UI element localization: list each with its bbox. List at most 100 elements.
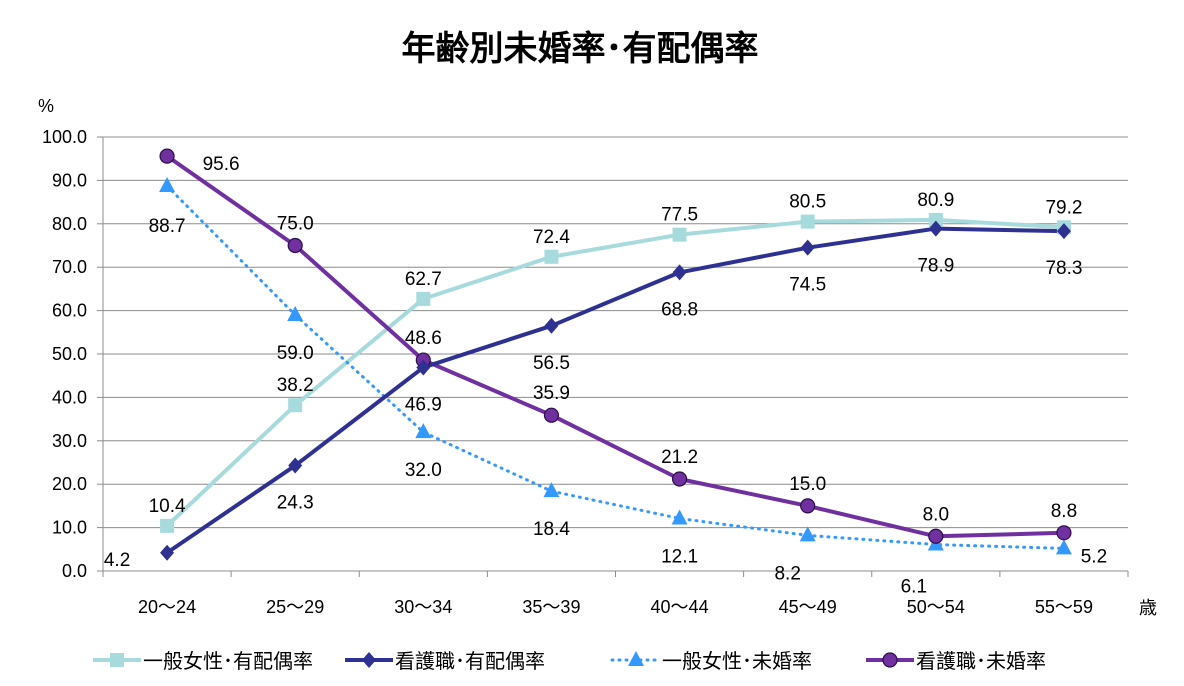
data-point [160, 518, 175, 533]
data-point [416, 359, 431, 376]
x-tick-label: 35〜39 [522, 597, 580, 617]
legend-marker [110, 653, 124, 667]
series-line [165, 217, 1065, 528]
data-label: 79.2 [1045, 197, 1082, 218]
y-tick-label: 80.0 [52, 214, 87, 234]
data-point [671, 471, 688, 487]
y-tick-label: 70.0 [52, 257, 87, 277]
data-label: 35.9 [533, 383, 570, 404]
data-point [544, 317, 559, 334]
data-label: 72.4 [533, 227, 570, 248]
data-point [672, 264, 687, 281]
data-point [416, 291, 431, 306]
data-point [159, 177, 176, 193]
data-label: 95.6 [203, 154, 240, 175]
data-label: 18.4 [533, 519, 570, 540]
data-point [1055, 539, 1072, 555]
legend-marker [628, 651, 644, 666]
data-labels: 10.4 38.2 62.7 72.4 77.5 80.5 80.9 79.2 4.2 24.3 4… [104, 154, 1107, 597]
data-label: 75.0 [277, 214, 314, 235]
x-axis-unit: 歳 [1139, 598, 1157, 618]
y-tick-label: 60.0 [52, 301, 87, 321]
data-label: 74.5 [789, 275, 826, 296]
data-point [928, 212, 943, 227]
data-point [928, 528, 944, 544]
data-point [672, 227, 687, 242]
legend-label: 一般女性･有配偶率 [143, 649, 313, 673]
data-label: 62.7 [405, 269, 442, 290]
x-tick-label: 25〜29 [266, 597, 324, 617]
data-point [287, 305, 304, 321]
x-tick-label: 40〜44 [651, 597, 709, 617]
y-tick-label: 50.0 [52, 344, 87, 364]
gridlines [103, 136, 1128, 529]
y-tick-label: 100.0 [42, 127, 87, 147]
series-line [165, 154, 1064, 539]
legend-label: 一般女性･未婚率 [662, 649, 812, 673]
data-label: 8.2 [774, 563, 800, 584]
data-point [928, 220, 943, 237]
data-point [1056, 223, 1071, 240]
data-point [544, 249, 559, 264]
y-tick-label: 10.0 [52, 518, 87, 538]
x-tick-label: 45〜49 [779, 597, 837, 617]
series-line [165, 184, 1066, 550]
x-tick-label: 50〜54 [907, 597, 965, 617]
data-label: 12.1 [661, 546, 698, 567]
data-label: 68.8 [661, 299, 698, 320]
data-label: 80.5 [789, 192, 826, 213]
data-label: 80.9 [917, 190, 954, 211]
data-label: 32.0 [405, 460, 442, 481]
data-label: 8.8 [1051, 501, 1077, 522]
data-label: 8.0 [923, 504, 949, 525]
data-point [160, 544, 175, 561]
data-label: 5.2 [1081, 546, 1107, 567]
data-label: 48.6 [405, 328, 442, 349]
chart-title: 年齢別未婚率･有配偶率 [402, 29, 759, 69]
legend-label: 看護職･有配偶率 [395, 649, 545, 673]
y-tick-label: 90.0 [52, 170, 87, 190]
data-point [671, 509, 688, 525]
y-tick-label: 30.0 [52, 431, 87, 451]
legend-marker [362, 652, 376, 668]
data-label: 6.1 [901, 577, 927, 598]
data-label: 59.0 [277, 343, 314, 364]
legend: 一般女性･有配偶率 看護職･有配偶率 一般女性･未婚率 看護職･未婚率 [93, 649, 1046, 673]
data-label: 78.3 [1045, 258, 1082, 279]
data-label: 4.2 [104, 550, 130, 571]
legend-marker [882, 652, 898, 668]
data-point [288, 398, 303, 413]
data-label: 77.5 [661, 205, 698, 226]
data-point [799, 526, 816, 542]
data-label: 38.2 [277, 375, 314, 396]
y-axis-unit: % [38, 96, 54, 116]
data-point [800, 214, 815, 229]
x-tick-label: 20〜24 [138, 597, 196, 617]
data-point [415, 423, 432, 439]
data-point [1056, 525, 1072, 541]
data-label: 78.9 [917, 256, 954, 277]
axes: 0.0 10.0 20.0 30.0 40.0 50.0 60.0 70.0 80.0 90.0 1… [42, 127, 1129, 617]
data-label: 15.0 [789, 474, 826, 495]
legend-label: 看護職･未婚率 [916, 649, 1046, 673]
y-tick-label: 20.0 [52, 474, 87, 494]
data-point [800, 239, 815, 256]
data-label: 56.5 [533, 353, 570, 374]
data-point [159, 148, 175, 164]
data-point [543, 482, 560, 498]
data-label: 88.7 [149, 216, 186, 237]
y-tick-label: 0.0 [62, 561, 87, 581]
series-group [159, 148, 1072, 561]
data-point [543, 407, 560, 423]
data-point [800, 498, 816, 514]
x-tick-label: 30〜34 [394, 597, 452, 617]
data-point [288, 457, 303, 474]
data-label: 10.4 [149, 496, 186, 517]
data-point [287, 237, 303, 254]
data-label: 24.3 [277, 493, 314, 514]
x-tick-label: 55〜59 [1035, 597, 1093, 617]
y-tick-label: 40.0 [52, 387, 87, 407]
series-line [165, 226, 1064, 555]
data-label: 21.2 [661, 447, 698, 468]
